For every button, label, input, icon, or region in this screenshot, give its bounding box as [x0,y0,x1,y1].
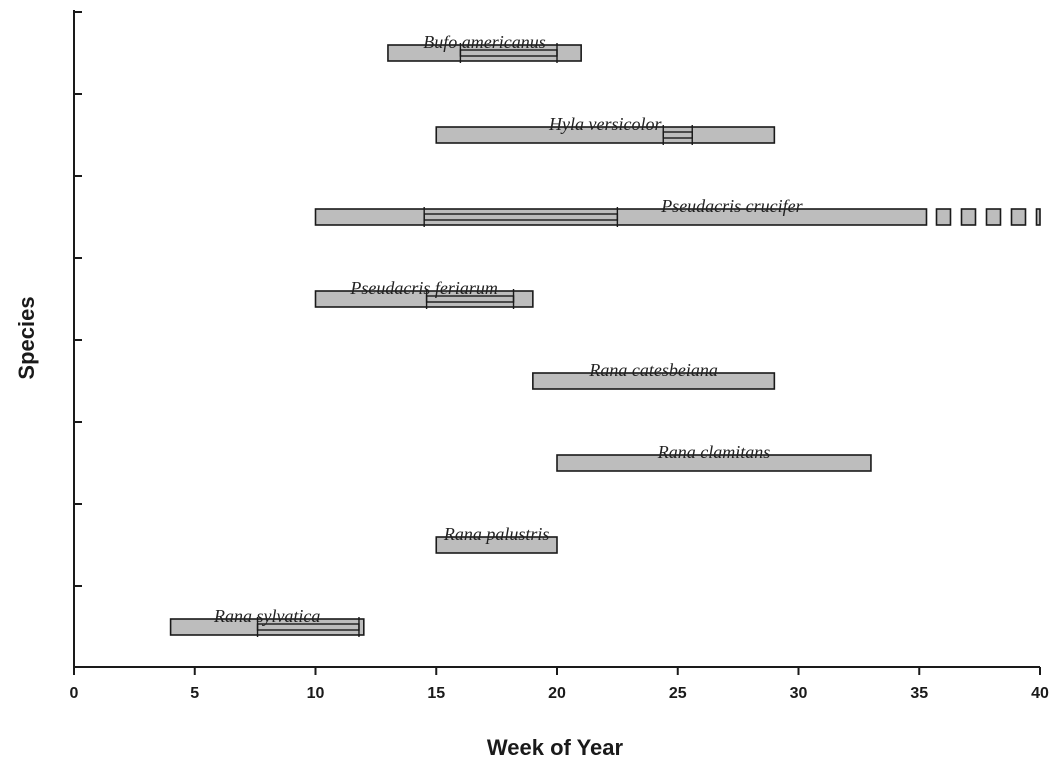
x-tick-label-40: 40 [1031,685,1049,702]
species-label-bufo-americanus: Bufo americanus [423,32,545,52]
bars-layer [169,43,1041,637]
range-bar-pseudacris-feriarum [314,290,534,308]
species-label-rana-catesbeiana: Rana catesbeiana [588,360,717,380]
species-label-pseudacris-crucifer: Pseudacris crucifer [660,196,803,216]
range-bar-rana-catesbeiana [532,372,776,390]
species-label-pseudacris-feriarum: Pseudacris feriarum [349,278,498,298]
range-bar-rana-palustris [435,536,558,554]
range-bar-rana-clamitans [556,454,872,472]
range-bar-bufo-americanus [387,44,582,62]
y-ticks-layer [74,11,82,587]
extended-range-segment-pseudacris-crucifer [935,208,952,226]
x-tick-label-20: 20 [548,685,566,702]
species-label-hyla-versicolor: Hyla versicolor [548,114,662,134]
species-labels-layer: Bufo americanus Hyla versicolor Pseudacris… [213,32,804,626]
range-bar-rana-sylvatica [169,618,365,636]
y-axis-title: Species [14,296,39,379]
x-axis-title: Week of Year [487,735,624,760]
range-bar-hyla-versicolor [435,126,776,144]
range-bar-pseudacris-crucifer [314,208,928,226]
extended-range-segment-pseudacris-crucifer [960,208,977,226]
x-tick-label-30: 30 [790,685,808,702]
x-tick-label-5: 5 [190,685,199,702]
extended-range-segment-pseudacris-crucifer [1035,208,1041,226]
x-tick-label-10: 10 [307,685,325,702]
extended-range-segment-pseudacris-crucifer [985,208,1002,226]
extended-range-segment-pseudacris-crucifer [1010,208,1027,226]
species-label-rana-sylvatica: Rana sylvatica [213,606,320,626]
species-label-rana-palustris: Rana palustris [443,524,550,544]
x-ticks-layer: 0 5 10 15 20 25 30 35 40 [70,667,1049,702]
species-label-rana-clamitans: Rana clamitans [657,442,771,462]
x-tick-label-0: 0 [70,685,79,702]
x-tick-label-25: 25 [669,685,687,702]
x-tick-label-35: 35 [910,685,928,702]
x-tick-label-15: 15 [427,685,445,702]
